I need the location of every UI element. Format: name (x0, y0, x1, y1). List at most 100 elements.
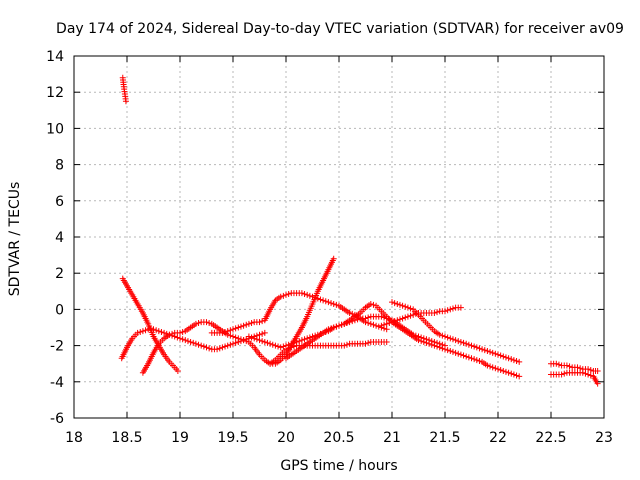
data-point-interp (285, 345, 292, 352)
data-point (346, 310, 353, 317)
data-point (579, 369, 586, 376)
data-point (219, 329, 226, 336)
data-point (436, 331, 443, 338)
data-point (468, 342, 475, 349)
data-point (203, 344, 210, 351)
data-point-interp (434, 309, 441, 316)
data-point-interp (508, 356, 515, 363)
data-point-interp (497, 367, 504, 374)
chart-title: Day 174 of 2024, Sidereal Day-to-day VTE… (56, 21, 624, 37)
data-point (420, 338, 427, 345)
data-point-interp (396, 316, 403, 323)
data-point-interp (354, 316, 361, 323)
data-point-interp (243, 321, 250, 328)
data-point (330, 255, 337, 262)
data-point (256, 331, 263, 338)
data-point (230, 340, 236, 347)
x-axis-label: GPS time / hours (280, 458, 397, 474)
data-point-interp (391, 300, 398, 307)
data-point-interp (582, 370, 589, 377)
data-point-interp (444, 334, 451, 341)
data-point (224, 342, 231, 349)
data-point (150, 326, 157, 333)
data-point-interp (248, 334, 255, 341)
data-point-interp (471, 343, 478, 350)
data-point (245, 333, 252, 340)
x-tick-label: 18.5 (111, 430, 142, 446)
data-point (325, 326, 332, 333)
data-point (389, 319, 395, 326)
data-point-interp (508, 370, 515, 377)
data-point (516, 358, 523, 365)
data-point (378, 322, 385, 329)
data-point (463, 340, 470, 347)
y-tick-label: -4 (50, 375, 64, 391)
data-point (182, 337, 189, 344)
x-tick-label: 22.5 (535, 430, 566, 446)
data-point (219, 344, 226, 351)
data-point (426, 340, 433, 347)
data-point-interp (322, 298, 329, 305)
data-point (415, 337, 422, 344)
data-point (563, 362, 570, 369)
y-tick-label: -6 (50, 411, 64, 427)
data-point-interp (275, 343, 282, 350)
data-point-interp (158, 329, 165, 336)
y-tick-label: 4 (55, 230, 64, 246)
data-point (330, 300, 337, 307)
data-point-interp (513, 372, 520, 379)
y-tick-label: 0 (55, 302, 64, 318)
data-point-interp (333, 323, 340, 330)
data-point (457, 304, 464, 311)
data-point (330, 324, 337, 331)
y-tick-label: 12 (46, 85, 64, 101)
data-point-interp (439, 332, 446, 339)
data-point (510, 357, 517, 364)
data-point (139, 328, 146, 335)
data-point-interp (428, 341, 435, 348)
data-point (367, 300, 374, 307)
data-point (410, 311, 417, 318)
data-point-interp (365, 314, 372, 321)
data-point (261, 338, 268, 345)
data-point (155, 328, 162, 335)
data-point (574, 364, 581, 371)
data-point-interp (449, 305, 456, 312)
data-point (495, 351, 501, 358)
data-point-interp (396, 301, 403, 308)
data-point (187, 338, 194, 345)
data-point (447, 306, 454, 313)
y-tick-label: 10 (46, 121, 64, 137)
data-point (304, 335, 311, 342)
data-point-interp (381, 321, 388, 328)
data-point (463, 353, 470, 360)
data-point (585, 371, 592, 378)
data-point-interp (487, 363, 494, 370)
data-point-interp (444, 347, 451, 354)
data-point-interp (587, 367, 594, 374)
data-point-interp (365, 319, 372, 326)
data-point (373, 322, 380, 329)
data-point-interp (179, 329, 186, 336)
data-point (214, 346, 221, 353)
data-point (447, 335, 454, 342)
data-point-interp (502, 368, 509, 375)
data-point (383, 338, 390, 345)
data-point (230, 326, 236, 333)
data-point (473, 344, 480, 351)
data-point-interp (471, 356, 478, 363)
data-point-interp (142, 327, 149, 334)
x-tick-label: 19 (171, 430, 189, 446)
data-point-interp (248, 319, 255, 326)
data-point-interp (465, 341, 472, 348)
data-point (272, 342, 279, 349)
data-point (452, 349, 459, 356)
data-point (495, 366, 501, 373)
x-tick-label: 23 (595, 430, 613, 446)
data-point (594, 380, 601, 387)
data-point (256, 337, 263, 344)
data-point-interp (184, 338, 191, 345)
data-point (378, 313, 385, 320)
data-point (283, 291, 289, 298)
data-point-interp (190, 339, 197, 346)
